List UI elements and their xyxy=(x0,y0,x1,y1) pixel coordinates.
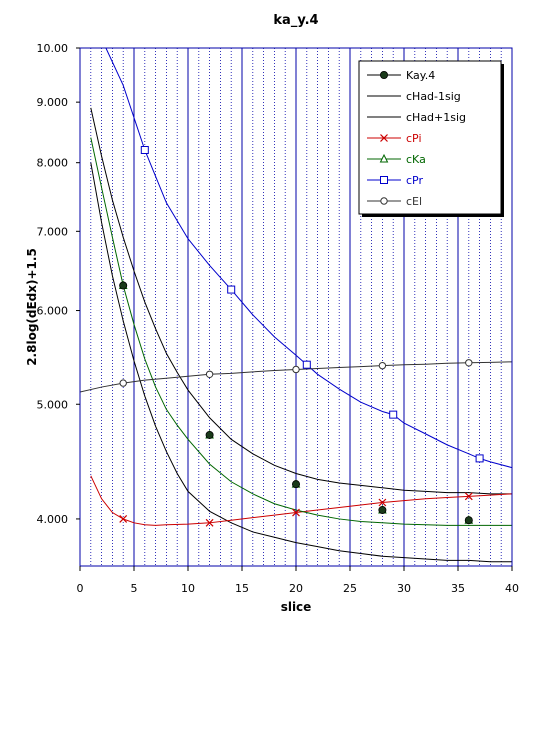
legend-entry: Kay.4 xyxy=(406,69,435,82)
data-point-cPr xyxy=(227,285,236,294)
chart-title: ka_y.4 xyxy=(273,13,318,28)
series-curve-cKa xyxy=(90,137,512,526)
y-tick-label: 4.000 xyxy=(37,513,69,526)
data-point-cPr xyxy=(302,360,311,369)
x-tick-label: 5 xyxy=(131,582,138,595)
y-tick-label: 5.000 xyxy=(37,398,69,411)
series-curve-cPi xyxy=(90,475,512,526)
x-tick-label: 25 xyxy=(343,582,357,595)
x-tick-label: 30 xyxy=(397,582,411,595)
data-point-cPi xyxy=(119,515,128,523)
axes: 0 5 10 15 20 25 30 35 40 4.000 5.000 6.000 7.000 8.00… xyxy=(37,42,520,595)
legend-entry: cPi xyxy=(406,132,422,145)
data-point-cEl xyxy=(465,359,473,367)
y-tick-label: 6.000 xyxy=(37,305,69,318)
data-point-cEl xyxy=(378,361,387,370)
y-tick-label: 10.00 xyxy=(37,42,69,55)
legend-marker xyxy=(380,134,388,142)
data-point-cEl xyxy=(292,365,300,374)
data-point-Kay.4 xyxy=(464,516,473,525)
x-tick-label: 0 xyxy=(77,582,84,595)
data-point-cPi xyxy=(464,492,473,501)
legend-marker xyxy=(379,71,388,80)
y-tick-label: 7.000 xyxy=(37,225,69,238)
data-point-Kay.4 xyxy=(378,506,387,515)
x-tick-label: 15 xyxy=(235,582,249,595)
grid-lines xyxy=(90,48,502,566)
data-point-cPr xyxy=(140,145,149,154)
x-axis-label: slice xyxy=(281,600,312,614)
data-point-cPi xyxy=(205,518,214,527)
legend-entry: cHad-1sig xyxy=(406,90,461,103)
data-point-cPr xyxy=(475,454,484,463)
x-tick-label: 40 xyxy=(505,582,519,595)
legend-entry: cKa xyxy=(406,153,426,166)
legend-entry: cPr xyxy=(406,174,423,187)
y-tick-label: 8.000 xyxy=(37,157,69,170)
legend-marker xyxy=(380,197,388,205)
legend: Kay.4 cHad-1sig cHad+1sig cPi cKa cPr cEl xyxy=(358,60,504,217)
data-point-Kay.4 xyxy=(205,430,214,439)
data-point-Kay.4 xyxy=(291,480,300,489)
data-point-cPr xyxy=(389,410,398,419)
series-markers xyxy=(118,145,484,527)
x-tick-label: 35 xyxy=(451,582,465,595)
data-point-cEl xyxy=(119,379,127,387)
data-point-cPi xyxy=(292,508,300,517)
data-point-cEl xyxy=(205,370,214,379)
series-curve-cHad-1sig xyxy=(90,162,512,563)
x-tick-label: 20 xyxy=(289,582,303,595)
legend-marker xyxy=(380,176,388,184)
series-curve-cHad+1sig xyxy=(90,107,512,495)
legend-entry: cEl xyxy=(406,195,422,208)
legend-entry: cHad+1sig xyxy=(406,111,466,124)
legend-marker xyxy=(379,153,389,163)
series-curve-cPr xyxy=(105,48,512,469)
y-axis-label: 2.8log(dEdx)+1.5 xyxy=(25,248,39,366)
data-point-cPi xyxy=(378,498,387,507)
x-tick-label: 10 xyxy=(181,582,195,595)
y-tick-label: 9.000 xyxy=(37,96,69,109)
data-point-Kay.4 xyxy=(119,281,128,290)
